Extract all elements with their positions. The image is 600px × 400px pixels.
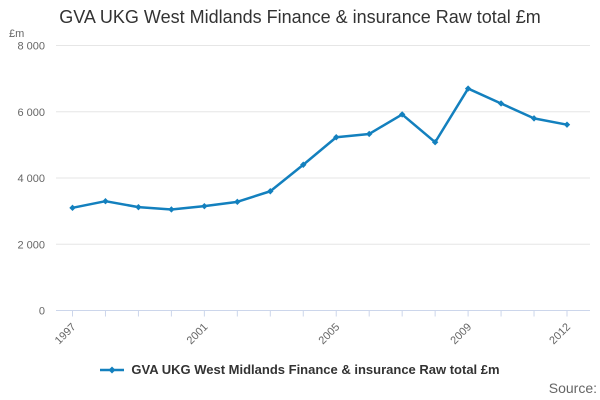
data-point-marker[interactable]: [201, 202, 208, 210]
data-point-marker[interactable]: [333, 134, 340, 141]
x-axis-tick-label: 2005: [317, 321, 343, 347]
y-axis-tick-label: 8 000: [17, 41, 45, 53]
data-point-marker[interactable]: [563, 121, 571, 128]
data-point-marker[interactable]: [267, 188, 274, 195]
legend-item[interactable]: GVA UKG West Midlands Finance & insuranc…: [0, 362, 600, 377]
data-point-marker[interactable]: [300, 161, 307, 168]
legend-series-label: GVA UKG West Midlands Finance & insuranc…: [131, 362, 500, 377]
data-point-marker[interactable]: [431, 139, 439, 146]
data-point-marker[interactable]: [135, 203, 142, 211]
x-axis-tick-label: 1997: [53, 321, 79, 347]
x-axis-tick-label: 2012: [547, 321, 573, 347]
data-point-marker[interactable]: [102, 197, 109, 205]
data-point-marker[interactable]: [168, 206, 175, 213]
y-axis-tick-label: 0: [39, 306, 45, 318]
y-axis-unit-label: £m: [9, 28, 25, 40]
y-axis-tick-label: 4 000: [17, 173, 45, 185]
data-point-marker[interactable]: [69, 204, 76, 212]
y-axis-tick-label: 2 000: [17, 239, 45, 251]
data-point-marker[interactable]: [366, 130, 373, 138]
y-axis-tick-label: 6 000: [17, 107, 45, 119]
legend-line-marker-icon: [100, 366, 125, 373]
data-point-marker[interactable]: [497, 100, 505, 107]
x-axis-tick-label: 2001: [185, 321, 211, 347]
chart-title: GVA UKG West Midlands Finance & insuranc…: [59, 7, 541, 27]
source-label: Source:: [548, 380, 597, 396]
x-axis-tick-label: 2009: [448, 321, 474, 347]
data-point-marker[interactable]: [530, 115, 538, 122]
data-point-marker[interactable]: [234, 198, 241, 206]
data-point-marker[interactable]: [464, 85, 472, 92]
data-point-marker[interactable]: [398, 111, 406, 118]
plot-area: 0 2 000 4 000 6 000 8 000 1997 2001 2005 2009 201…: [17, 41, 590, 347]
series-line: [71, 87, 569, 211]
legend-diamond-icon: [108, 366, 116, 373]
